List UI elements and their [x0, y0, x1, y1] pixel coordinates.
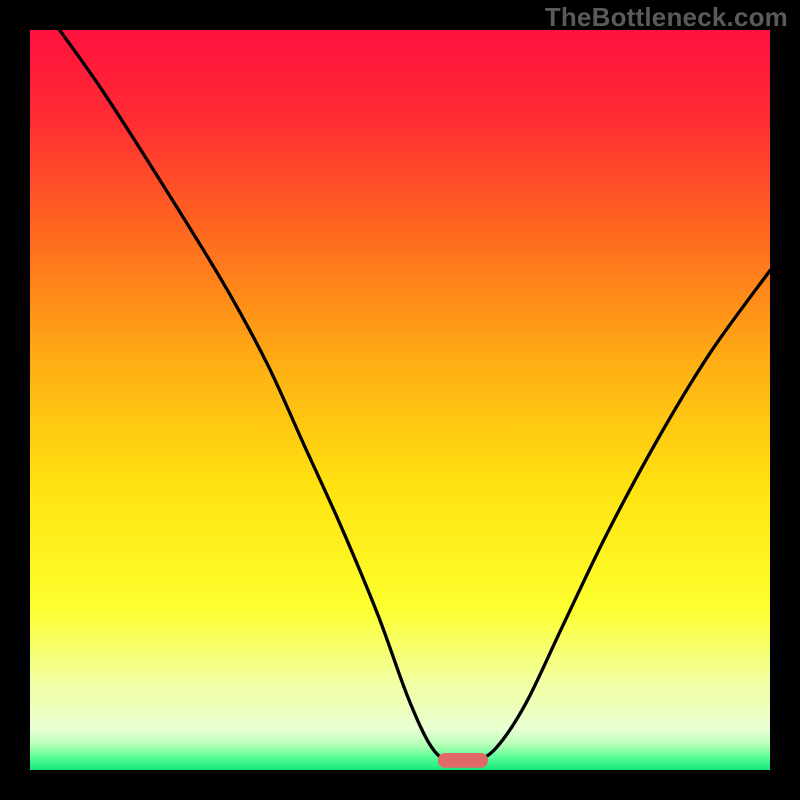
chart-container: TheBottleneck.com	[0, 0, 800, 800]
plot-background	[30, 30, 770, 770]
optimal-marker	[438, 753, 488, 768]
watermark-text: TheBottleneck.com	[545, 2, 788, 33]
chart-svg	[0, 0, 800, 800]
